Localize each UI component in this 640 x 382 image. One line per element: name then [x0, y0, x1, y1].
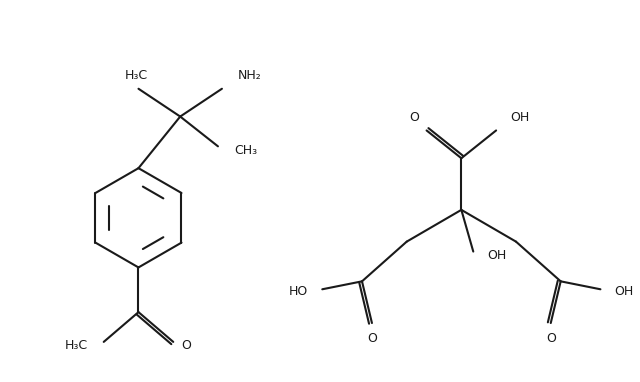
Text: OH: OH — [614, 285, 634, 298]
Text: O: O — [181, 339, 191, 352]
Text: OH: OH — [510, 112, 529, 125]
Text: O: O — [546, 332, 556, 345]
Text: H₃C: H₃C — [65, 339, 88, 352]
Text: H₃C: H₃C — [125, 69, 148, 82]
Text: CH₃: CH₃ — [234, 144, 257, 157]
Text: HO: HO — [289, 285, 308, 298]
Text: NH₂: NH₂ — [238, 69, 262, 82]
Text: OH: OH — [487, 249, 506, 262]
Text: O: O — [410, 112, 420, 125]
Text: O: O — [367, 332, 377, 345]
